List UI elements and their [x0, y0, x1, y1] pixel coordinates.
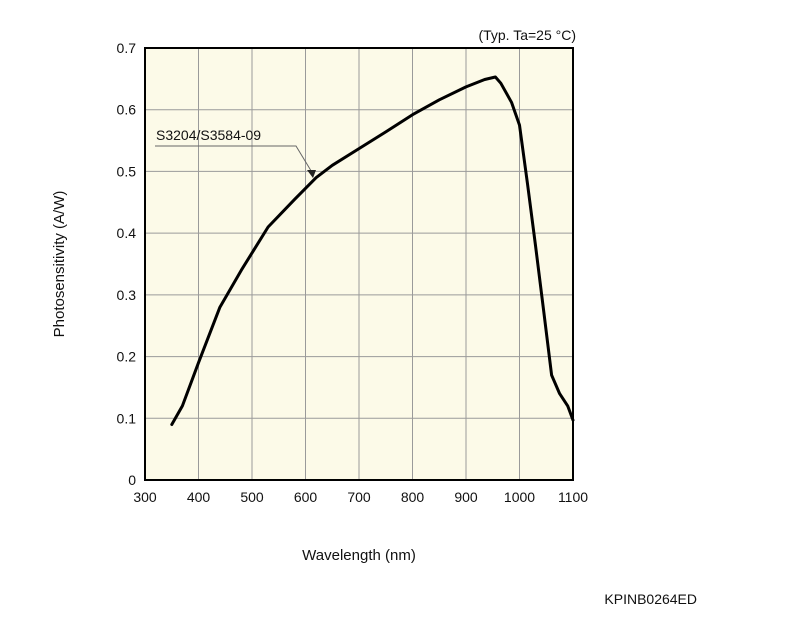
- y-tick-labels: 0 0.1 0.2 0.3 0.4 0.5 0.6 0.7: [117, 40, 137, 488]
- y-tick-label: 0.7: [117, 40, 137, 56]
- y-tick-label: 0: [128, 472, 136, 488]
- x-axis-label: Wavelength (nm): [302, 547, 416, 564]
- x-tick-label: 500: [240, 489, 264, 505]
- series-line: [170, 75, 575, 426]
- x-tick-label: 600: [294, 489, 318, 505]
- x-tick-label: 1100: [558, 489, 588, 505]
- grid: [145, 48, 573, 480]
- plot-frame: [144, 47, 574, 481]
- y-tick-label: 0.3: [117, 287, 137, 303]
- x-tick-label: 900: [454, 489, 478, 505]
- y-tick-label: 0.1: [117, 410, 137, 426]
- y-tick-label: 0.4: [117, 225, 137, 241]
- footer-code: KPINB0264ED: [604, 591, 697, 607]
- x-tick-label: 700: [347, 489, 371, 505]
- condition-note: (Typ. Ta=25 °C): [478, 27, 576, 43]
- x-tick-label: 800: [401, 489, 425, 505]
- x-tick-labels: 300 400 500 600 700 800 900 1000 1100: [133, 489, 588, 505]
- y-tick-label: 0.5: [117, 163, 137, 179]
- x-tick-label: 400: [187, 489, 211, 505]
- series-label-leader: [155, 145, 314, 175]
- y-tick-label: 0.6: [117, 102, 137, 118]
- series-label: S3204/S3584-09: [156, 127, 261, 143]
- x-tick-label: 300: [133, 489, 157, 505]
- x-tick-label: 1000: [504, 489, 535, 505]
- series-label-arrow: [307, 170, 316, 178]
- y-axis-label: Photosensitivity (A/W): [51, 191, 68, 338]
- y-tick-label: 0.2: [117, 349, 137, 365]
